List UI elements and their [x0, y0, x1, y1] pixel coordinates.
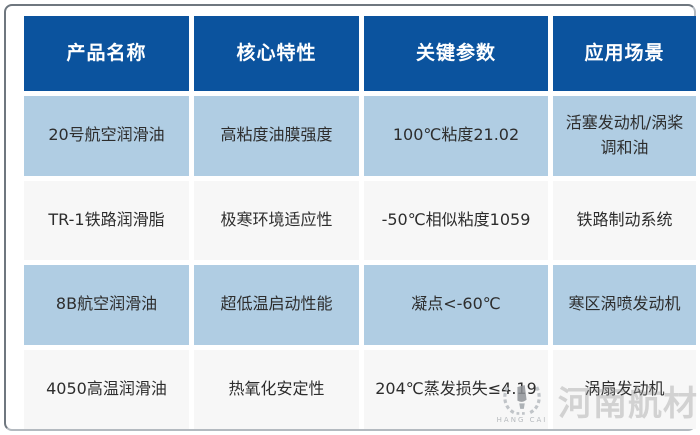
header-cell-product-name: 产品名称 — [24, 16, 189, 91]
header-cell-application: 应用场景 — [553, 16, 696, 91]
table-cell: 涡扇发动机 — [553, 349, 696, 429]
table-cell: 204℃蒸发损失≤4.19 — [364, 349, 548, 429]
table-cell: 极寒环境适应性 — [194, 180, 359, 260]
table-cell: TR-1铁路润滑脂 — [24, 180, 189, 260]
table-cell: 凝点<-60℃ — [364, 265, 548, 345]
header-cell-core-feature: 核心特性 — [194, 16, 359, 91]
table-cell: 100℃粘度21.02 — [364, 96, 548, 176]
table-cell: 活塞发动机/涡桨调和油 — [553, 96, 696, 176]
table-cell: 高粘度油膜强度 — [194, 96, 359, 176]
table-cell: -50℃相似粘度1059 — [364, 180, 548, 260]
table-cell: 4050高温润滑油 — [24, 349, 189, 429]
product-spec-table: 产品名称 核心特性 关键参数 应用场景 20号航空润滑油 高粘度油膜强度 100… — [24, 16, 696, 429]
header-cell-key-parameter: 关键参数 — [364, 16, 548, 91]
table-cell: 寒区涡喷发动机 — [553, 265, 696, 345]
table-cell: 热氧化安定性 — [194, 349, 359, 429]
table-cell: 8B航空润滑油 — [24, 265, 189, 345]
table-cell: 20号航空润滑油 — [24, 96, 189, 176]
table-cell: 铁路制动系统 — [553, 180, 696, 260]
table-outer-border: 产品名称 核心特性 关键参数 应用场景 20号航空润滑油 高粘度油膜强度 100… — [4, 4, 696, 431]
table-cell: 超低温启动性能 — [194, 265, 359, 345]
